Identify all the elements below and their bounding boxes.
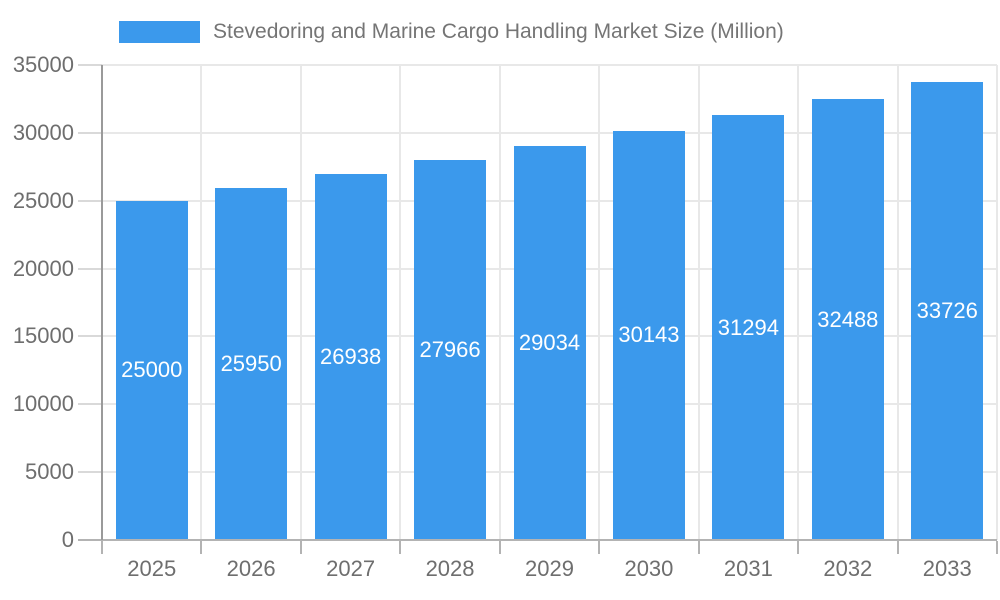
x-axis-tick-label: 2030 bbox=[624, 556, 674, 581]
gridline-vertical bbox=[299, 65, 302, 540]
bar-2026[interactable] bbox=[215, 187, 288, 540]
bar-value-label: 32488 bbox=[817, 306, 879, 332]
bar-2028[interactable] bbox=[414, 160, 487, 540]
y-axis-tick-label: 25000 bbox=[12, 187, 74, 213]
y-axis-tick-mark bbox=[78, 131, 102, 134]
x-axis-tick-label: 2029 bbox=[525, 556, 574, 581]
gridline-vertical bbox=[996, 65, 998, 540]
x-axis-tick-mark bbox=[697, 541, 700, 554]
legend-label: Stevedoring and Marine Cargo Handling Ma… bbox=[213, 20, 784, 43]
x-axis-tick-label: 2033 bbox=[922, 556, 972, 581]
y-axis-tick-mark bbox=[78, 335, 102, 338]
gridline-vertical bbox=[598, 65, 601, 540]
bar-value-label: 26938 bbox=[320, 344, 382, 370]
y-axis-tick-label: 5000 bbox=[25, 459, 74, 485]
gridline-horizontal bbox=[102, 64, 997, 66]
x-axis-tick-mark bbox=[399, 541, 402, 554]
y-axis-tick-mark bbox=[78, 403, 102, 406]
gridline-vertical bbox=[896, 65, 899, 540]
bar-2025[interactable] bbox=[115, 200, 188, 540]
gridline-vertical bbox=[200, 65, 203, 540]
x-axis-tick-label: 2032 bbox=[823, 556, 873, 581]
y-axis-tick-mark bbox=[78, 267, 102, 270]
legend-swatch bbox=[119, 21, 200, 43]
y-axis-tick-mark bbox=[78, 471, 102, 474]
bar-value-label: 25950 bbox=[220, 350, 282, 376]
x-axis-tick-mark bbox=[896, 541, 899, 554]
gridline-vertical bbox=[399, 65, 402, 540]
gridline-vertical bbox=[797, 65, 800, 540]
bar-2033[interactable] bbox=[911, 82, 984, 540]
x-axis-tick-mark bbox=[101, 541, 103, 554]
bar-2032[interactable] bbox=[811, 99, 884, 540]
bar-2030[interactable] bbox=[612, 130, 685, 540]
x-axis-tick-mark bbox=[498, 541, 501, 554]
bar-2031[interactable] bbox=[712, 115, 785, 540]
x-axis-tick-label: 2027 bbox=[326, 556, 376, 581]
bar-value-label: 27966 bbox=[419, 337, 481, 363]
y-axis-line bbox=[101, 65, 103, 540]
x-axis-tick-mark bbox=[996, 541, 998, 554]
x-axis-tick-mark bbox=[797, 541, 800, 554]
y-axis-tick-mark bbox=[78, 199, 102, 202]
bar-2027[interactable] bbox=[314, 174, 387, 540]
x-axis-tick-mark bbox=[598, 541, 601, 554]
gridline-vertical bbox=[697, 65, 700, 540]
gridline-horizontal bbox=[102, 131, 997, 134]
gridline-vertical bbox=[498, 65, 501, 540]
bar-value-label: 33726 bbox=[916, 298, 978, 324]
y-axis-tick-label: 20000 bbox=[12, 255, 74, 281]
y-axis-tick-label: 15000 bbox=[12, 323, 74, 349]
y-axis-tick-label: 30000 bbox=[12, 119, 74, 145]
y-axis-tick-label: 0 bbox=[61, 527, 74, 552]
x-axis-tick-label: 2028 bbox=[425, 556, 475, 581]
x-axis-tick-mark bbox=[299, 541, 302, 554]
bar-value-label: 29034 bbox=[518, 329, 581, 355]
x-axis-tick-label: 2025 bbox=[127, 556, 177, 581]
y-axis-tick-label: 10000 bbox=[12, 391, 74, 417]
y-axis-tick-mark bbox=[78, 64, 102, 66]
x-axis-tick-label: 2026 bbox=[226, 556, 276, 581]
x-axis-tick-mark bbox=[200, 541, 203, 554]
bar-value-label: 30143 bbox=[618, 322, 680, 348]
bar-2029[interactable] bbox=[513, 145, 586, 540]
bar-value-label: 25000 bbox=[121, 357, 183, 383]
bar-value-label: 31294 bbox=[717, 314, 779, 340]
x-axis-line bbox=[78, 539, 997, 541]
x-axis-tick-label: 2031 bbox=[723, 556, 773, 581]
y-axis-tick-label: 35000 bbox=[12, 52, 74, 77]
